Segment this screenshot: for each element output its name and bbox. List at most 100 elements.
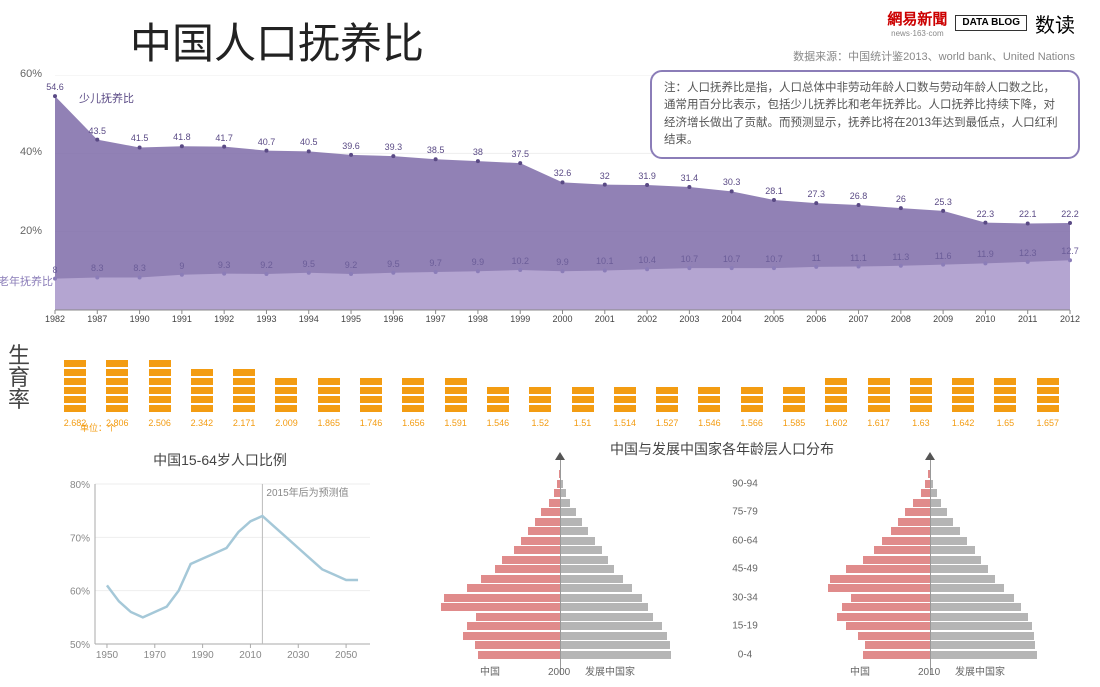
pyr-bar-dev — [930, 518, 953, 526]
pyr-bar-china — [874, 546, 930, 554]
fertility-value: 2.009 — [271, 418, 301, 428]
fertility-value: 1.51 — [568, 418, 598, 428]
page-title: 中国人口抚养比 — [130, 10, 424, 71]
x-year: 1990 — [126, 314, 154, 324]
elder-value: 9 — [166, 261, 198, 271]
pyr-bar-china — [898, 518, 931, 526]
fertility-value: 1.746 — [356, 418, 386, 428]
pyr-bar-dev — [930, 594, 1014, 602]
pyr-bar-dev — [930, 641, 1035, 649]
age-label: 90-94 — [720, 478, 770, 489]
age-label: 75-79 — [720, 507, 770, 518]
fertility-value: 1.514 — [610, 418, 640, 428]
series1-label: 少儿抚养比 — [79, 90, 134, 106]
fertility-value: 1.546 — [694, 418, 724, 428]
elder-value: 11.1 — [843, 253, 875, 263]
pyr-bar-dev — [930, 537, 967, 545]
pyr-bar-china — [514, 546, 560, 554]
fertility-bar — [318, 378, 340, 412]
elder-value: 10.7 — [716, 254, 748, 264]
child-value: 43.5 — [81, 126, 113, 136]
x-year: 2003 — [675, 314, 703, 324]
pyr-axis — [560, 460, 561, 675]
fertility-bar — [572, 387, 594, 412]
pyr-foot-right: 发展中国家 — [955, 663, 1005, 678]
child-value: 39.6 — [335, 141, 367, 151]
fertility-bar — [868, 378, 890, 412]
working-age-chart: 中国15-64岁人口比例 50%60%70%80%2015年后为预测值19501… — [60, 450, 380, 660]
fertility-value: 1.585 — [779, 418, 809, 428]
pyr-bar-dev — [560, 556, 608, 564]
pyr-bar-china — [441, 603, 560, 611]
pyr-bar-china — [463, 632, 561, 640]
x-year: 1991 — [168, 314, 196, 324]
elder-value: 11.9 — [969, 249, 1001, 259]
pyr-bar-china — [828, 584, 930, 592]
y-tick: 20% — [20, 225, 42, 237]
elder-value: 11.6 — [927, 251, 959, 261]
pyr-bar-china — [478, 651, 560, 659]
x-year: 1999 — [506, 314, 534, 324]
pyr-bar-china — [865, 641, 930, 649]
pyr-bar-china — [549, 499, 560, 507]
pyr-bar-china — [846, 565, 930, 573]
svg-text:1970: 1970 — [144, 650, 167, 661]
fertility-value: 1.865 — [314, 418, 344, 428]
fertility-bar — [529, 387, 551, 412]
child-value: 54.6 — [39, 82, 71, 92]
svg-text:80%: 80% — [70, 480, 90, 491]
pyr-bar-china — [541, 508, 560, 516]
age-label: 30-34 — [720, 592, 770, 603]
fertility-value: 1.642 — [948, 418, 978, 428]
pyr-bar-china — [467, 622, 560, 630]
child-value: 22.3 — [969, 209, 1001, 219]
sub1-title: 中国15-64岁人口比例 — [60, 450, 380, 470]
fertility-bar — [445, 378, 467, 412]
x-year: 2011 — [1014, 314, 1042, 324]
header-logos: 網易新聞 news·163·com DATA BLOG 数读 — [887, 8, 1075, 38]
pyr-bar-dev — [560, 584, 632, 592]
pyr-axis — [930, 460, 931, 675]
pyr-bar-dev — [930, 584, 1004, 592]
child-value: 38.5 — [420, 145, 452, 155]
fertility-bar — [656, 387, 678, 412]
pyr-bar-dev — [930, 508, 947, 516]
pyr-foot-right: 发展中国家 — [585, 663, 635, 678]
fertility-bar — [360, 378, 382, 412]
y-tick: 40% — [20, 146, 42, 158]
x-year: 1998 — [464, 314, 492, 324]
pyr-bar-china — [830, 575, 930, 583]
x-year: 1987 — [83, 314, 111, 324]
pyr-pointer — [555, 452, 565, 460]
x-year: 1982 — [41, 314, 69, 324]
pyramid-title: 中国与发展中国家各年龄层人口分布 — [610, 440, 834, 458]
fertility-value: 1.63 — [906, 418, 936, 428]
pyr-bar-china — [913, 499, 930, 507]
pyr-foot-left: 中国 — [480, 663, 500, 678]
pyr-bar-dev — [560, 546, 602, 554]
child-value: 28.1 — [758, 186, 790, 196]
x-year: 1993 — [252, 314, 280, 324]
elder-value: 8.3 — [124, 263, 156, 273]
elder-value: 12.3 — [1012, 248, 1044, 258]
elder-value: 9.5 — [293, 259, 325, 269]
pyr-bar-dev — [930, 527, 960, 535]
x-year: 1995 — [337, 314, 365, 324]
child-value: 37.5 — [504, 149, 536, 159]
pyr-bar-china — [842, 603, 930, 611]
pyr-bar-china — [891, 527, 930, 535]
pyr-bar-dev — [560, 603, 648, 611]
population-pyramids: 中国与发展中国家各年龄层人口分布 中国2000发展中国家 中国2010发展中国家… — [420, 440, 1080, 680]
fertility-bar — [994, 378, 1016, 412]
fertility-value: 1.527 — [652, 418, 682, 428]
y-tick: 60% — [20, 68, 42, 80]
x-year: 2000 — [549, 314, 577, 324]
elder-value: 9.5 — [377, 259, 409, 269]
pyr-bar-dev — [560, 565, 614, 573]
pyr-bar-china — [858, 632, 930, 640]
data-source: 数据来源：中国统计鉴2013、world bank、United Nations — [793, 48, 1075, 64]
pyr-bar-china — [467, 584, 560, 592]
child-value: 22.1 — [1012, 209, 1044, 219]
child-value: 41.7 — [208, 133, 240, 143]
note-box: 注：人口抚养比是指，人口总体中非劳动年龄人口数与劳动年龄人口数之比，通常用百分比… — [650, 70, 1080, 159]
